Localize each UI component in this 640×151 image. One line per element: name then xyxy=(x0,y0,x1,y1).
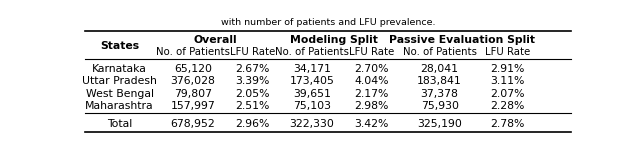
Text: 325,190: 325,190 xyxy=(417,119,462,129)
Text: 2.98%: 2.98% xyxy=(354,101,388,111)
Text: 28,041: 28,041 xyxy=(420,64,459,74)
Text: 34,171: 34,171 xyxy=(293,64,331,74)
Text: Modeling Split: Modeling Split xyxy=(291,35,378,45)
Text: No. of Patients: No. of Patients xyxy=(403,47,477,57)
Text: 75,103: 75,103 xyxy=(293,101,331,111)
Text: 2.51%: 2.51% xyxy=(235,101,269,111)
Text: Total: Total xyxy=(107,119,132,129)
Text: 65,120: 65,120 xyxy=(174,64,212,74)
Text: LFU Rate: LFU Rate xyxy=(349,47,394,57)
Text: 173,405: 173,405 xyxy=(289,77,334,87)
Text: with number of patients and LFU prevalence.: with number of patients and LFU prevalen… xyxy=(221,18,435,27)
Text: 75,930: 75,930 xyxy=(420,101,459,111)
Text: 2.91%: 2.91% xyxy=(491,64,525,74)
Text: 2.17%: 2.17% xyxy=(354,89,388,99)
Text: Passive Evaluation Split: Passive Evaluation Split xyxy=(389,35,535,45)
Text: 322,330: 322,330 xyxy=(289,119,334,129)
Text: 2.28%: 2.28% xyxy=(491,101,525,111)
Text: Karnataka: Karnataka xyxy=(92,64,147,74)
Text: LFU Rate: LFU Rate xyxy=(485,47,531,57)
Text: Overall: Overall xyxy=(193,35,237,45)
Text: 39,651: 39,651 xyxy=(293,89,331,99)
Text: 2.78%: 2.78% xyxy=(491,119,525,129)
Text: 2.67%: 2.67% xyxy=(235,64,269,74)
Text: 37,378: 37,378 xyxy=(420,89,458,99)
Text: 2.05%: 2.05% xyxy=(235,89,269,99)
Text: 3.11%: 3.11% xyxy=(491,77,525,87)
Text: 183,841: 183,841 xyxy=(417,77,462,87)
Text: 376,028: 376,028 xyxy=(170,77,215,87)
Text: West Bengal: West Bengal xyxy=(86,89,154,99)
Text: No. of Patients: No. of Patients xyxy=(156,47,230,57)
Text: 3.42%: 3.42% xyxy=(354,119,388,129)
Text: 2.96%: 2.96% xyxy=(235,119,269,129)
Text: No. of Patients: No. of Patients xyxy=(275,47,349,57)
Text: 157,997: 157,997 xyxy=(170,101,215,111)
Text: 79,807: 79,807 xyxy=(174,89,212,99)
Text: 2.07%: 2.07% xyxy=(490,89,525,99)
Text: Uttar Pradesh: Uttar Pradesh xyxy=(83,77,157,87)
Text: 3.39%: 3.39% xyxy=(235,77,269,87)
Text: Maharashtra: Maharashtra xyxy=(85,101,154,111)
Text: 4.04%: 4.04% xyxy=(354,77,388,87)
Text: 2.70%: 2.70% xyxy=(354,64,388,74)
Text: LFU Rate: LFU Rate xyxy=(230,47,275,57)
Text: States: States xyxy=(100,41,140,51)
Text: 678,952: 678,952 xyxy=(170,119,215,129)
